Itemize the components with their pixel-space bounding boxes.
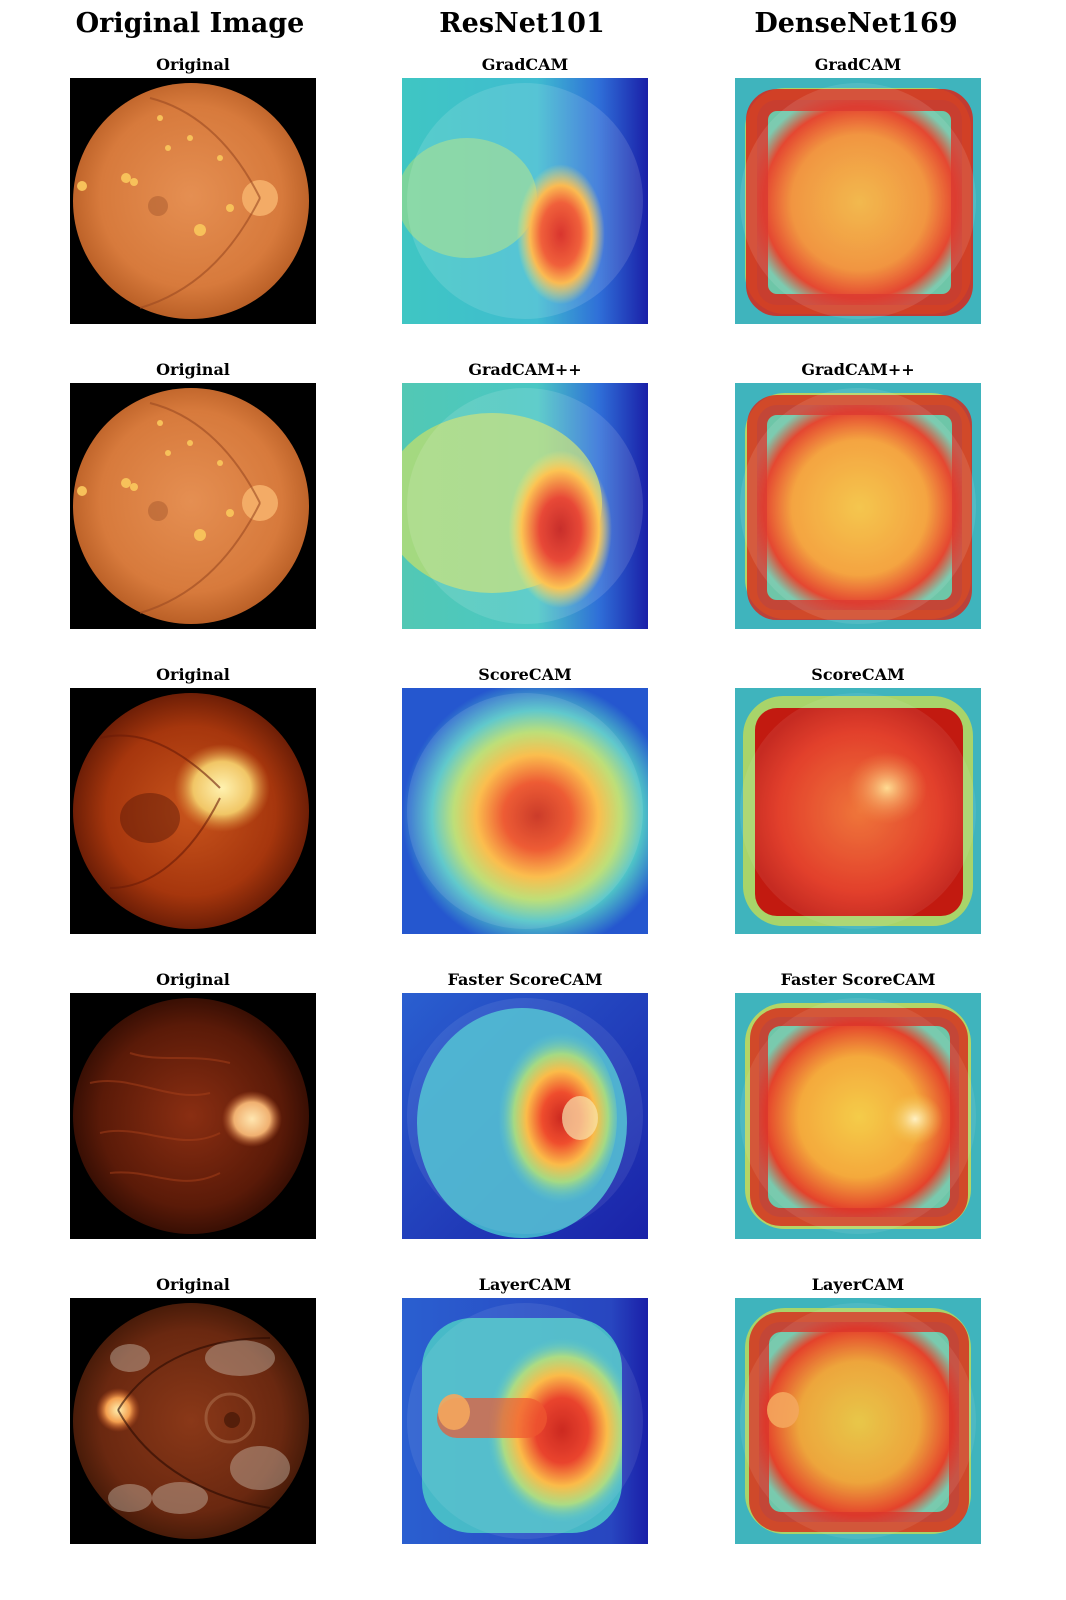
column-header-original: Original Image xyxy=(75,8,305,39)
column-header-resnet101: ResNet101 xyxy=(439,8,605,39)
heatmap-resnet-layercam xyxy=(402,1298,648,1544)
heatmap-resnet-gradcampp xyxy=(402,383,648,629)
fundus-image-4 xyxy=(70,993,316,1239)
panel-title-densenet-scorecam: ScoreCAM xyxy=(811,665,905,684)
panel-title-resnet-gradcam: GradCAM xyxy=(481,55,569,74)
panel-title-resnet-gradcampp: GradCAM++ xyxy=(468,360,582,379)
fundus-image-5 xyxy=(70,1298,316,1544)
panel-title-resnet-layercam: LayerCAM xyxy=(478,1275,572,1294)
heatmap-resnet-scorecam xyxy=(402,688,648,934)
fundus-image-1 xyxy=(70,78,316,324)
panel-title-densenet-layercam: LayerCAM xyxy=(811,1275,905,1294)
column-header-densenet169: DenseNet169 xyxy=(754,8,958,39)
fundus-image-3 xyxy=(70,688,316,934)
fundus-image-2 xyxy=(70,383,316,629)
panel-title-densenet-faster-scorecam: Faster ScoreCAM xyxy=(780,970,936,989)
heatmap-densenet-scorecam xyxy=(735,688,981,934)
panel-title-resnet-scorecam: ScoreCAM xyxy=(478,665,572,684)
heatmap-densenet-layercam xyxy=(735,1298,981,1544)
heatmap-densenet-gradcampp xyxy=(735,383,981,629)
panel-title-densenet-gradcampp: GradCAM++ xyxy=(801,360,915,379)
heatmap-resnet-gradcam xyxy=(402,78,648,324)
panel-title-original-5: Original xyxy=(156,1275,230,1294)
panel-title-densenet-gradcam: GradCAM xyxy=(814,55,902,74)
heatmap-densenet-faster-scorecam xyxy=(735,993,981,1239)
heatmap-densenet-gradcam xyxy=(735,78,981,324)
panel-title-original-2: Original xyxy=(156,360,230,379)
panel-title-resnet-faster-scorecam: Faster ScoreCAM xyxy=(447,970,603,989)
panel-title-original-4: Original xyxy=(156,970,230,989)
panel-title-original-1: Original xyxy=(156,55,230,74)
panel-title-original-3: Original xyxy=(156,665,230,684)
heatmap-resnet-faster-scorecam xyxy=(402,993,648,1239)
